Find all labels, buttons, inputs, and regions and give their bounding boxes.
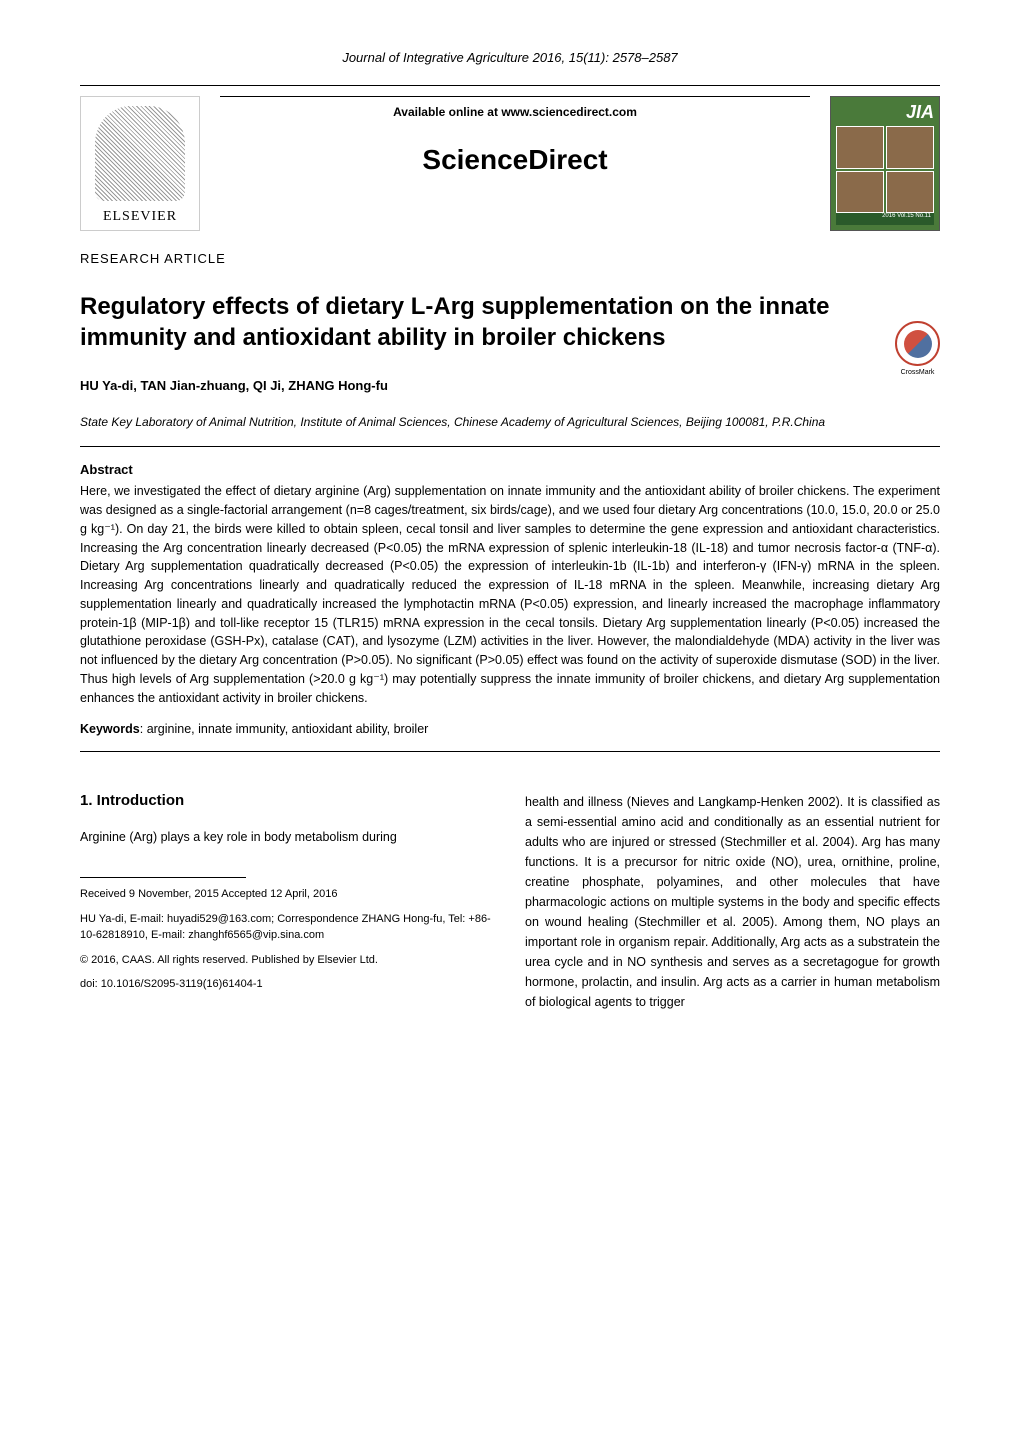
- footnote-copyright: © 2016, CAAS. All rights reserved. Publi…: [80, 952, 495, 969]
- elsevier-tree-icon: [95, 106, 185, 201]
- available-online-text: Available online at www.sciencedirect.co…: [220, 96, 810, 119]
- footnote-separator: [80, 877, 246, 878]
- introduction-heading: 1. Introduction: [80, 792, 495, 809]
- sciencedirect-block: Available online at www.sciencedirect.co…: [220, 96, 810, 176]
- cover-thumb: [886, 171, 934, 214]
- cover-thumb: [836, 126, 884, 169]
- journal-cover-thumbnail: JIA 2016 Vol.15 No.11: [830, 96, 940, 231]
- abstract-text: Here, we investigated the effect of diet…: [80, 482, 940, 707]
- abstract-heading: Abstract: [80, 462, 940, 477]
- footnotes: Received 9 November, 2015 Accepted 12 Ap…: [80, 886, 495, 993]
- cover-header: JIA: [836, 102, 934, 122]
- authors-list: HU Ya-di, TAN Jian-zhuang, QI Ji, ZHANG …: [80, 378, 940, 393]
- cover-jia-label: JIA: [906, 102, 934, 122]
- keywords-label: Keywords: [80, 722, 140, 736]
- separator-line: [80, 446, 940, 447]
- cover-thumb: [836, 171, 884, 214]
- separator-line: [80, 751, 940, 752]
- elsevier-logo: ELSEVIER: [80, 96, 200, 231]
- article-title: Regulatory effects of dietary L-Arg supp…: [80, 291, 940, 353]
- keywords: Keywords: arginine, innate immunity, ant…: [80, 722, 940, 736]
- crossmark-icon: [904, 330, 932, 358]
- footnote-received: Received 9 November, 2015 Accepted 12 Ap…: [80, 886, 495, 903]
- publisher-header: ELSEVIER Available online at www.science…: [80, 85, 940, 231]
- cover-thumb: [886, 126, 934, 169]
- body-two-column: 1. Introduction Arginine (Arg) plays a k…: [80, 792, 940, 1012]
- right-column: health and illness (Nieves and Langkamp-…: [525, 792, 940, 1012]
- crossmark-badge[interactable]: CrossMark: [895, 321, 940, 366]
- title-section: Regulatory effects of dietary L-Arg supp…: [80, 291, 940, 353]
- cover-footer: 2016 Vol.15 No.11: [836, 213, 934, 225]
- footnote-correspondence: HU Ya-di, E-mail: huyadi529@163.com; Cor…: [80, 911, 495, 944]
- cover-images-grid: [836, 126, 934, 213]
- footnote-doi: doi: 10.1016/S2095-3119(16)61404-1: [80, 976, 495, 993]
- article-type-label: RESEARCH ARTICLE: [80, 251, 940, 266]
- sciencedirect-logo: ScienceDirect: [220, 144, 810, 176]
- intro-paragraph-left: Arginine (Arg) plays a key role in body …: [80, 827, 495, 847]
- journal-citation-header: Journal of Integrative Agriculture 2016,…: [80, 50, 940, 65]
- keywords-text: : arginine, innate immunity, antioxidant…: [140, 722, 429, 736]
- crossmark-label: CrossMark: [901, 369, 935, 376]
- left-column: 1. Introduction Arginine (Arg) plays a k…: [80, 792, 495, 1012]
- intro-paragraph-right: health and illness (Nieves and Langkamp-…: [525, 792, 940, 1012]
- elsevier-label: ELSEVIER: [103, 209, 177, 225]
- affiliation: State Key Laboratory of Animal Nutrition…: [80, 413, 940, 431]
